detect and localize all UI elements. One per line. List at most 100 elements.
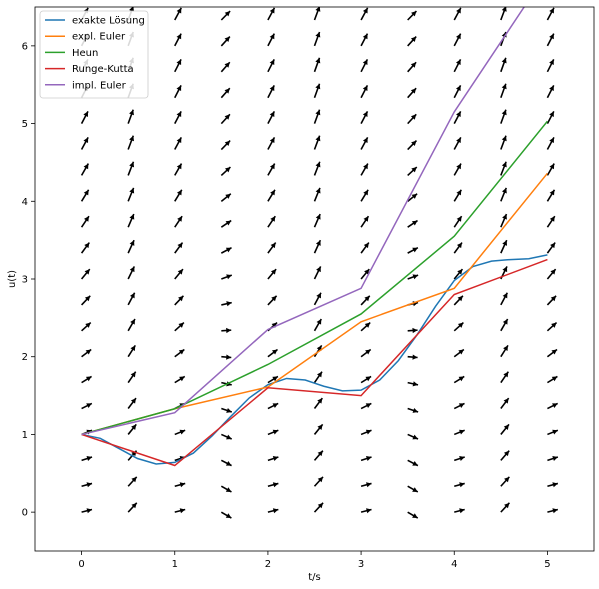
field-arrow: [220, 87, 231, 99]
field-arrow: [81, 508, 93, 514]
x-tick-label: 1: [172, 559, 178, 570]
field-arrow-head: [549, 85, 554, 91]
field-arrow: [313, 239, 322, 254]
field-arrow-head: [549, 189, 555, 196]
field-arrow-head: [412, 487, 418, 492]
field-arrow-head: [269, 137, 275, 144]
field-arrow-head: [86, 456, 93, 462]
field-arrow: [80, 189, 90, 202]
field-arrow-head: [176, 137, 182, 144]
field-arrow: [547, 402, 559, 410]
legend-label-0: exakte Lösung: [72, 16, 145, 27]
field-arrow-head: [317, 450, 323, 457]
field-arrow-head: [224, 36, 230, 42]
field-arrow: [360, 7, 369, 21]
field-arrow: [500, 57, 507, 73]
field-arrow-head: [224, 114, 230, 120]
field-arrow-head: [179, 429, 186, 435]
field-arrow-head: [317, 476, 324, 483]
field-arrow: [313, 135, 321, 150]
field-arrow: [360, 110, 369, 124]
field-arrow: [127, 292, 136, 306]
field-arrow: [500, 476, 510, 487]
field-arrow-head: [456, 33, 461, 40]
field-arrow: [127, 371, 137, 384]
field-arrow-head: [226, 407, 232, 413]
field-arrow: [267, 163, 276, 176]
field-arrow-head: [84, 269, 90, 275]
field-arrow-head: [502, 319, 508, 325]
field-arrow: [453, 189, 462, 202]
field-arrow-head: [549, 216, 555, 222]
legend-label-3: Runge-Kutta: [72, 64, 134, 75]
field-arrow-head: [455, 85, 461, 91]
field-arrow-head: [130, 371, 136, 378]
field-arrow: [407, 433, 419, 440]
field-arrow-head: [411, 11, 417, 17]
series-line-3: [81, 258, 548, 467]
field-arrow: [407, 193, 418, 202]
field-arrow-head: [86, 403, 92, 408]
field-arrow: [267, 84, 275, 99]
field-arrow: [407, 327, 418, 334]
field-arrow-head: [225, 487, 232, 492]
field-arrow-head: [552, 508, 558, 514]
field-arrow: [174, 508, 186, 514]
x-ticks: 0 1 2 3 4 5: [78, 551, 551, 570]
field-arrow: [220, 485, 232, 493]
field-arrow: [174, 215, 183, 228]
field-arrow: [313, 31, 321, 47]
field-arrow: [81, 456, 93, 462]
field-arrow: [546, 375, 558, 384]
field-arrow-head: [226, 327, 232, 334]
field-arrow: [407, 140, 418, 151]
field-arrow: [80, 163, 90, 176]
field-arrow-head: [362, 137, 368, 144]
field-arrow-head: [84, 295, 91, 302]
field-arrow-head: [412, 434, 419, 440]
field-arrow-head: [129, 187, 135, 194]
field-arrow: [221, 301, 232, 307]
y-tick-label: 5: [22, 119, 28, 130]
field-arrow-head: [549, 33, 554, 40]
field-arrow-head: [179, 376, 185, 382]
y-axis-label: u(t): [7, 270, 18, 288]
field-arrow: [360, 84, 369, 99]
field-arrow-head: [412, 381, 419, 387]
field-arrow: [267, 402, 279, 410]
field-arrow: [546, 84, 555, 99]
field-arrow-head: [552, 429, 558, 435]
field-arrow-head: [410, 36, 417, 42]
field-arrow: [127, 502, 138, 513]
field-arrow: [407, 407, 419, 413]
field-arrow-head: [362, 111, 368, 117]
x-tick-label: 4: [451, 559, 457, 570]
field-arrow-head: [129, 292, 135, 299]
field-arrow-head: [272, 456, 279, 462]
field-arrow: [360, 59, 369, 73]
field-arrow: [313, 109, 321, 124]
field-arrow: [267, 242, 277, 254]
field-arrow-head: [269, 85, 275, 91]
field-arrow: [500, 292, 509, 306]
field-arrow-head: [315, 7, 321, 12]
field-arrow-head: [456, 137, 461, 144]
field-arrow: [360, 321, 371, 332]
field-arrow-head: [271, 349, 278, 355]
field-arrow-head: [315, 31, 321, 38]
field-arrow: [127, 423, 137, 435]
field-arrow: [360, 242, 370, 254]
field-arrow: [500, 135, 507, 150]
field-arrow-head: [83, 189, 89, 196]
field-arrow-head: [550, 242, 556, 249]
legend: exakte Lösung expl. Euler Heun Runge-Kutta i…: [39, 10, 149, 99]
field-arrow-head: [458, 349, 464, 355]
field-arrow-head: [83, 137, 89, 144]
field-arrow-head: [176, 111, 182, 117]
field-arrow-head: [315, 161, 321, 168]
field-arrow: [546, 321, 558, 332]
field-arrow: [407, 485, 419, 493]
field-arrow: [407, 87, 417, 99]
field-arrow-head: [226, 354, 232, 360]
field-arrow-head: [272, 403, 279, 408]
